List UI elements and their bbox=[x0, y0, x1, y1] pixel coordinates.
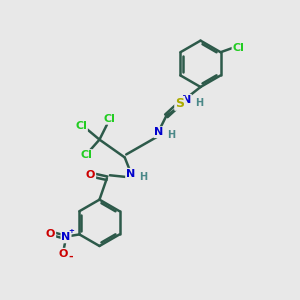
Text: Cl: Cl bbox=[104, 114, 116, 124]
Text: Cl: Cl bbox=[80, 150, 92, 160]
Text: O: O bbox=[46, 230, 55, 239]
Text: S: S bbox=[175, 97, 184, 110]
Text: H: H bbox=[139, 172, 147, 182]
Text: O: O bbox=[86, 170, 95, 180]
Text: H: H bbox=[167, 130, 176, 140]
Text: H: H bbox=[195, 98, 203, 109]
Text: N: N bbox=[182, 95, 191, 105]
Text: N: N bbox=[61, 232, 70, 242]
Text: N: N bbox=[126, 169, 135, 179]
Text: Cl: Cl bbox=[232, 43, 244, 53]
Text: +: + bbox=[68, 228, 74, 234]
Text: Cl: Cl bbox=[75, 121, 87, 131]
Text: -: - bbox=[68, 252, 73, 262]
Text: N: N bbox=[154, 127, 164, 137]
Text: O: O bbox=[58, 249, 68, 259]
